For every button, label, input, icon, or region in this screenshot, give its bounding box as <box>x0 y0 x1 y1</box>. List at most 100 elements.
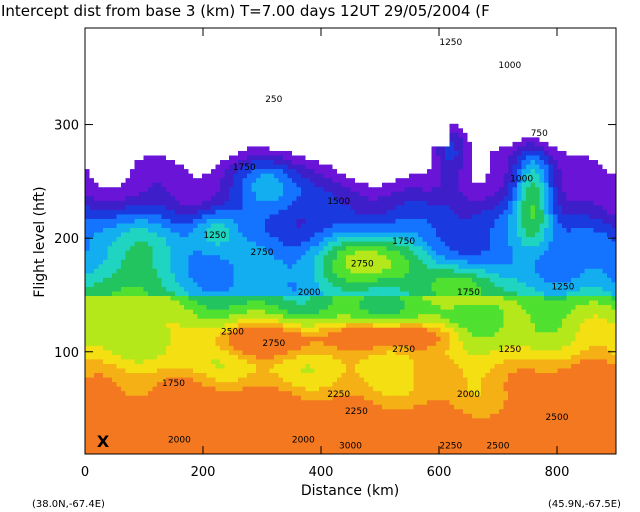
heatmap-cell <box>571 381 577 387</box>
heatmap-cell <box>130 404 136 410</box>
heatmap-cell <box>341 399 347 405</box>
heatmap-cell <box>247 444 253 451</box>
heatmap-cell <box>431 304 437 310</box>
heatmap-cell <box>157 336 163 342</box>
heatmap-cell <box>170 426 176 432</box>
heatmap-cell <box>580 340 586 346</box>
heatmap-cell <box>283 308 289 315</box>
heatmap-cell <box>566 336 572 342</box>
heatmap-cell <box>422 327 428 333</box>
heatmap-cell <box>364 449 370 454</box>
heatmap-cell <box>539 404 545 410</box>
heatmap-cell <box>323 367 329 374</box>
heatmap-cell <box>463 390 469 396</box>
heatmap-cell <box>418 399 424 405</box>
heatmap-cell <box>598 404 604 410</box>
heatmap-cell <box>364 367 370 374</box>
heatmap-cell <box>386 404 392 410</box>
heatmap-cell <box>526 395 532 401</box>
heatmap-cell <box>422 435 428 441</box>
heatmap-cell <box>85 259 91 265</box>
heatmap-cell <box>575 277 581 283</box>
heatmap-cell <box>305 381 311 387</box>
heatmap-cell <box>94 422 100 428</box>
heatmap-cell <box>265 386 271 392</box>
heatmap-cell <box>269 268 275 274</box>
heatmap-cell <box>265 340 271 346</box>
heatmap-cell <box>593 349 599 355</box>
heatmap-cell <box>251 449 257 454</box>
heatmap-cell <box>512 395 518 401</box>
heatmap-cell <box>242 308 248 315</box>
heatmap-cell <box>175 286 181 292</box>
heatmap-cell <box>220 422 226 428</box>
heatmap-cell <box>193 272 199 278</box>
heatmap-cell <box>170 376 176 383</box>
heatmap-cell <box>445 331 451 337</box>
heatmap-cell <box>427 440 433 446</box>
heatmap-cell <box>598 277 604 283</box>
heatmap-cell <box>400 354 406 360</box>
heatmap-cell <box>224 327 230 333</box>
heatmap-cell <box>296 399 302 405</box>
heatmap-cell <box>175 336 181 342</box>
heatmap-cell <box>211 372 217 378</box>
heatmap-cell <box>215 281 221 287</box>
heatmap-cell <box>422 322 428 328</box>
heatmap-cell <box>166 268 172 274</box>
heatmap-cell <box>544 345 550 351</box>
heatmap-cell <box>188 327 194 333</box>
heatmap-cell <box>188 299 194 306</box>
heatmap-cell <box>107 376 113 383</box>
heatmap-cell <box>94 354 100 360</box>
heatmap-cell <box>530 318 536 324</box>
heatmap-cell <box>512 390 518 396</box>
heatmap-cell <box>449 272 455 278</box>
heatmap-cell <box>413 422 419 428</box>
heatmap-cell <box>503 340 509 346</box>
heatmap-cell <box>341 295 347 301</box>
heatmap-cell <box>427 367 433 374</box>
heatmap-cell <box>589 404 595 410</box>
heatmap-cell <box>112 367 118 374</box>
heatmap-cell <box>400 295 406 301</box>
heatmap-cell <box>125 336 131 342</box>
heatmap-cell <box>121 340 127 346</box>
heatmap-cell <box>121 354 127 360</box>
heatmap-cell <box>575 363 581 369</box>
heatmap-cell <box>580 272 586 278</box>
heatmap-cell <box>301 313 307 319</box>
heatmap-cell <box>512 426 518 432</box>
heatmap-cell <box>373 354 379 360</box>
heatmap-cell <box>526 363 532 369</box>
heatmap-cell <box>499 345 505 351</box>
heatmap-cell <box>170 422 176 428</box>
heatmap-cell <box>310 336 316 342</box>
heatmap-cell <box>557 386 563 392</box>
heatmap-cell <box>269 376 275 383</box>
heatmap-cell <box>143 281 149 287</box>
heatmap-cell <box>602 417 608 423</box>
heatmap-cell <box>508 313 514 319</box>
heatmap-cell <box>224 299 230 306</box>
heatmap-cell <box>157 318 163 324</box>
heatmap-cell <box>152 408 158 414</box>
heatmap-cell <box>517 290 523 296</box>
heatmap-cell <box>211 376 217 383</box>
heatmap-cell <box>179 322 185 328</box>
heatmap-cell <box>283 277 289 283</box>
heatmap-cell <box>283 367 289 374</box>
heatmap-cell <box>409 422 415 428</box>
heatmap-cell <box>454 299 460 306</box>
heatmap-cell <box>364 331 370 337</box>
heatmap-cell <box>350 444 356 451</box>
heatmap-cell <box>296 390 302 396</box>
heatmap-cell <box>305 322 311 328</box>
heatmap-cell <box>188 331 194 337</box>
heatmap-cell <box>359 386 365 392</box>
heatmap-cell <box>382 367 388 374</box>
heatmap-cell <box>526 399 532 405</box>
heatmap-cell <box>539 318 545 324</box>
heatmap-cell <box>373 290 379 296</box>
heatmap-cell <box>211 435 217 441</box>
